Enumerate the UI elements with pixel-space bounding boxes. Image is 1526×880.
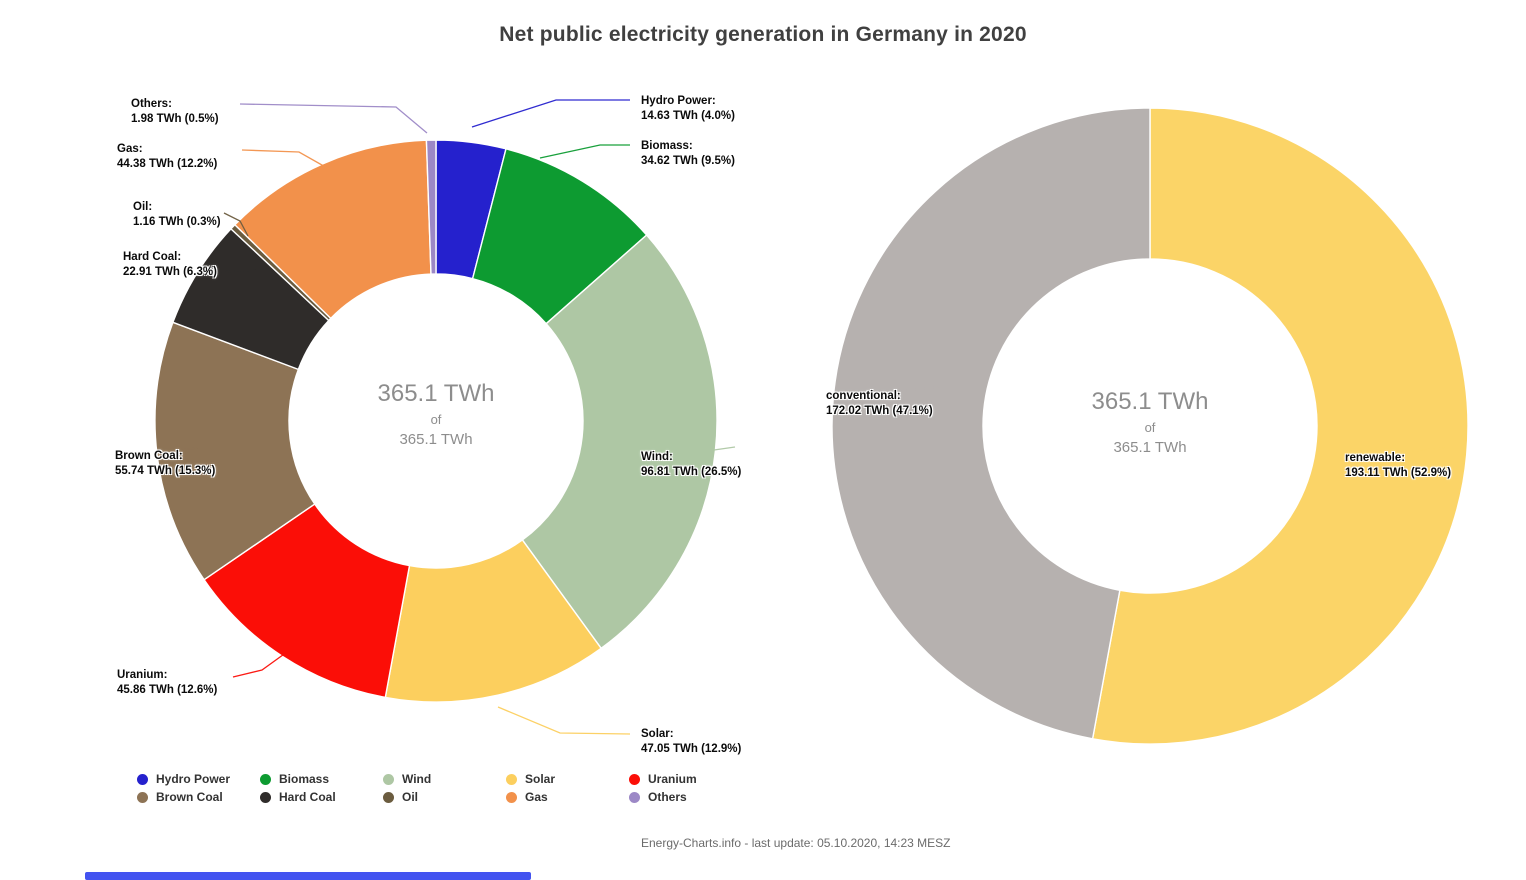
oil-swatch-icon	[383, 791, 394, 803]
slice-others[interactable]	[425, 139, 437, 275]
leader-conventional	[901, 386, 939, 392]
hydro-power-swatch-icon	[137, 773, 148, 785]
slice-brown-coal[interactable]	[154, 321, 316, 581]
callout-oil: Oil: 1.16 TWh (0.3%)	[133, 201, 221, 228]
wind-swatch-icon	[383, 773, 394, 785]
legend-item-hard-coal[interactable]: Hard Coal	[260, 790, 383, 804]
callout-hydro-power: Hydro Power: 14.63 TWh (4.0%)	[641, 95, 735, 122]
legend-item-oil[interactable]: Oil	[383, 790, 506, 804]
leader-biomass	[539, 144, 630, 159]
target-total: 365.1 TWh	[1113, 439, 1187, 456]
leader-solar	[497, 706, 631, 735]
legend-item-uranium[interactable]: Uranium	[629, 772, 752, 786]
legend-item-gas[interactable]: Gas	[506, 790, 629, 804]
callout-solar: Solar: 47.05 TWh (12.9%)	[641, 728, 742, 755]
callout-gas: Gas: 44.38 TWh (12.2%)	[117, 143, 218, 170]
of-word: of	[430, 412, 442, 427]
callout-others: Others: 1.98 TWh (0.5%)	[131, 98, 219, 125]
attribution-text: Energy-Charts.info - last update: 05.10.…	[641, 836, 951, 850]
legend-item-biomass[interactable]: Biomass	[260, 772, 383, 786]
callout-biomass: Biomass: 34.62 TWh (9.5%)	[641, 140, 735, 167]
legend-label: Wind	[402, 772, 432, 786]
leader-gas	[241, 149, 330, 170]
legend-label: Uranium	[648, 772, 697, 786]
solar-swatch-icon	[506, 773, 517, 785]
leader-hydro-power	[471, 99, 630, 128]
callout-wind: Wind: 96.81 TWh (26.5%)	[641, 451, 742, 478]
legend-label: Others	[648, 790, 687, 804]
legend-label: Solar	[525, 772, 556, 786]
callout-renewable: renewable: 193.11 TWh (52.9%)	[1345, 452, 1452, 479]
legend-item-wind[interactable]: Wind	[383, 772, 506, 786]
slice-renewable[interactable]	[1091, 107, 1469, 745]
leader-brown-coal	[162, 447, 198, 453]
slice-solar[interactable]	[384, 539, 602, 703]
of-word: of	[1144, 420, 1156, 435]
legend-item-others[interactable]: Others	[629, 790, 752, 804]
slice-conventional[interactable]	[831, 107, 1151, 740]
gas-swatch-icon	[506, 791, 517, 803]
leader-uranium	[232, 651, 288, 678]
legend-label: Brown Coal	[156, 790, 223, 804]
generated-total: 365.1 TWh	[377, 380, 495, 407]
legend-label: Hydro Power	[156, 772, 231, 786]
leader-renewable	[1401, 447, 1446, 453]
donut-energy-sources	[154, 139, 718, 703]
others-swatch-icon	[629, 791, 640, 803]
donut-renewable-share	[831, 107, 1469, 745]
hard-coal-swatch-icon	[260, 791, 271, 803]
callout-uranium: Uranium: 45.86 TWh (12.6%)	[117, 669, 218, 696]
legend-label: Oil	[402, 790, 419, 804]
legend-label: Hard Coal	[279, 790, 336, 804]
callout-conventional: conventional: 172.02 TWh (47.1%)	[826, 390, 933, 417]
legend-item-brown-coal[interactable]: Brown Coal	[137, 790, 260, 804]
leader-lines	[162, 99, 1446, 735]
legend-label: Gas	[525, 790, 548, 804]
legend-item-hydro-power[interactable]: Hydro Power	[137, 772, 260, 786]
legend-label: Biomass	[279, 772, 330, 786]
leader-hard-coal	[200, 269, 257, 274]
donut-right-center-label: 365.1 TWh of 365.1 TWh	[1050, 388, 1250, 455]
leader-wind	[699, 446, 736, 453]
legend-item-solar[interactable]: Solar	[506, 772, 629, 786]
chart-title: Net public electricity generation in Ger…	[499, 23, 1027, 46]
uranium-swatch-icon	[629, 773, 640, 785]
biomass-swatch-icon	[260, 773, 271, 785]
callout-brown-coal: Brown Coal: 55.74 TWh (15.3%)	[115, 450, 216, 477]
generated-total: 365.1 TWh	[1091, 388, 1209, 415]
callout-hard-coal: Hard Coal: 22.91 TWh (6.3%)	[123, 251, 217, 278]
leader-oil	[223, 212, 249, 237]
legend: Hydro Power Biomass Wind Solar Uranium B…	[137, 772, 752, 804]
target-total: 365.1 TWh	[399, 431, 473, 448]
leader-others	[239, 103, 428, 134]
donut-left-center-label: 365.1 TWh of 365.1 TWh	[336, 380, 536, 447]
timeline-scrollbar[interactable]	[85, 872, 531, 880]
slice-wind[interactable]	[521, 234, 718, 650]
brown-coal-swatch-icon	[137, 791, 148, 803]
